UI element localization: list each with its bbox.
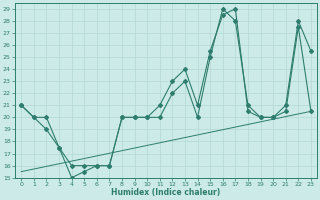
X-axis label: Humidex (Indice chaleur): Humidex (Indice chaleur) — [111, 188, 221, 197]
